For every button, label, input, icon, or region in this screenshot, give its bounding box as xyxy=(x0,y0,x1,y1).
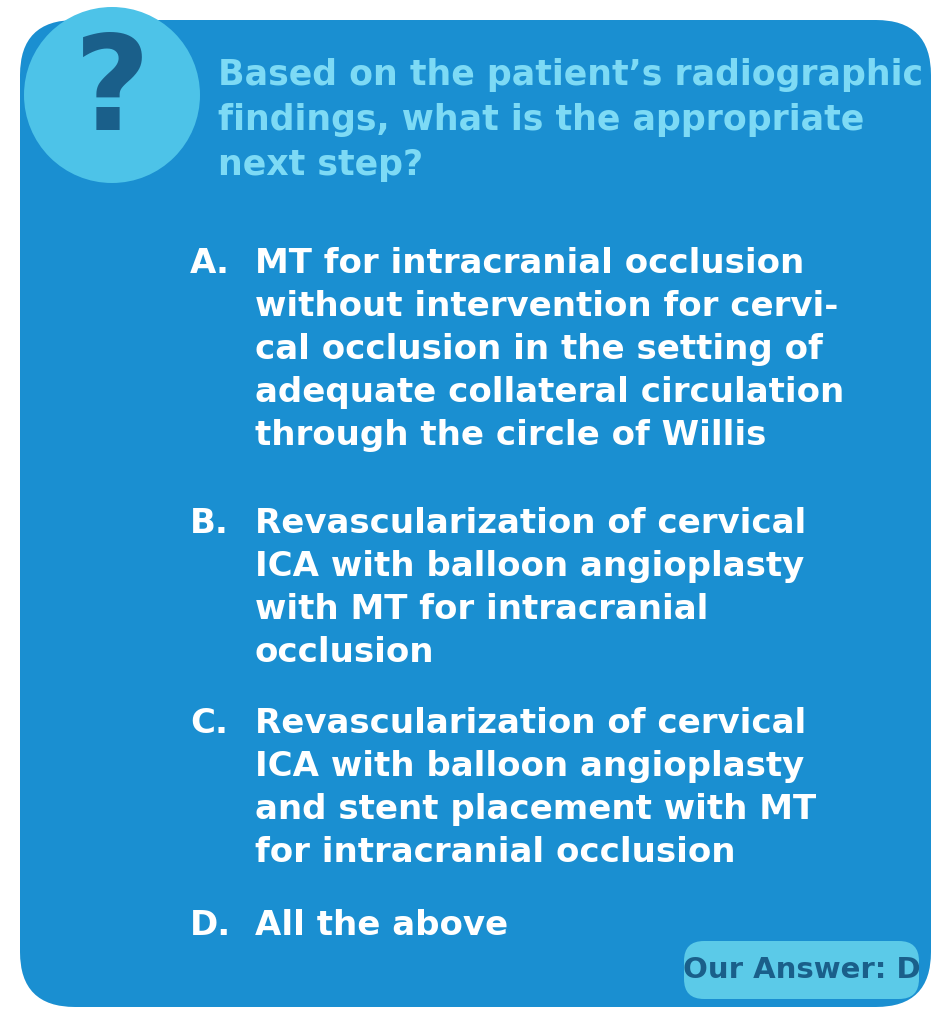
Text: B.: B. xyxy=(190,507,229,540)
Text: All the above: All the above xyxy=(255,909,508,942)
Text: C.: C. xyxy=(190,707,228,740)
Text: D.: D. xyxy=(190,909,231,942)
Text: MT for intracranial occlusion
without intervention for cervi-
cal occlusion in t: MT for intracranial occlusion without in… xyxy=(255,248,844,452)
Text: A.: A. xyxy=(190,248,230,280)
Text: Based on the patient’s radiographic
findings, what is the appropriate
next step?: Based on the patient’s radiographic find… xyxy=(218,58,923,182)
Circle shape xyxy=(24,7,200,183)
Text: ?: ? xyxy=(74,30,150,156)
Text: Revascularization of cervical
ICA with balloon angioplasty
with MT for intracran: Revascularization of cervical ICA with b… xyxy=(255,507,806,669)
FancyBboxPatch shape xyxy=(684,941,919,999)
FancyBboxPatch shape xyxy=(20,20,931,1007)
Text: Revascularization of cervical
ICA with balloon angioplasty
and stent placement w: Revascularization of cervical ICA with b… xyxy=(255,707,816,869)
Text: Our Answer: D: Our Answer: D xyxy=(683,956,921,984)
